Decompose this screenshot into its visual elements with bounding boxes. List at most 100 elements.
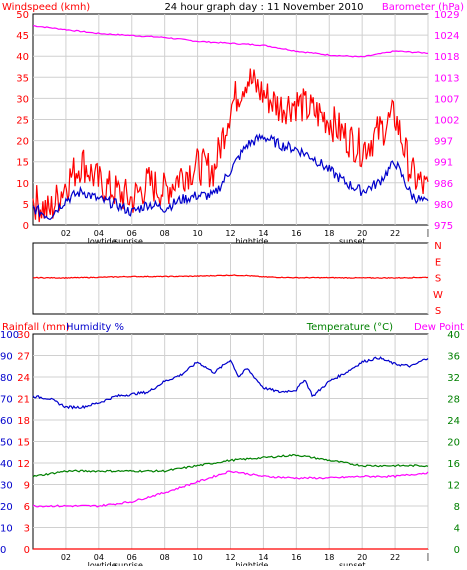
climate-chart-tick-label: 10: [192, 553, 202, 562]
temperature-tick-label: 24: [447, 416, 460, 427]
wind-chart-event-hightide: hightide: [235, 237, 268, 246]
barometer-tick-label: 1029: [434, 10, 459, 21]
barometer-tick-label: 1013: [434, 73, 459, 84]
climate-chart-tick-label: 02: [61, 553, 71, 562]
barometer-tick-label: 980: [434, 200, 453, 211]
windspeed-tick-label: 15: [16, 158, 29, 169]
wind-chart-end-tick: |: [427, 228, 430, 237]
temperature-line: [32, 453, 429, 478]
climate-chart-tick-label: 22: [390, 553, 400, 562]
humidity-tick-label: 10: [0, 524, 13, 535]
climate-chart-event-sunset: sunset: [339, 561, 366, 566]
direction-tick-label: E: [435, 257, 441, 268]
temperature-tick-label: 8: [454, 502, 460, 513]
rainfall-tick-label: 24: [17, 373, 30, 384]
humidity-line: [32, 356, 429, 410]
wind-chart-tick-label: 04: [94, 229, 104, 238]
humidity-tick-label: 100: [0, 330, 19, 341]
climate-chart-end-tick: |: [427, 552, 430, 561]
windspeed-tick-label: 0: [23, 221, 29, 232]
temperature-tick-label: 28: [447, 395, 460, 406]
windspeed-tick-label: 5: [23, 200, 29, 211]
barometer-axis-label: Barometer (hPa): [382, 2, 464, 13]
wind-chart-tick-label: 10: [192, 229, 202, 238]
dewpoint-line: [32, 470, 429, 508]
rainfall-tick-label: 0: [24, 545, 30, 556]
temperature-tick-label: 36: [447, 352, 460, 363]
climate-chart-tick-label: 18: [324, 553, 334, 562]
windspeed-axis-label: Windspeed (kmh): [2, 2, 90, 13]
temperature-tick-label: 16: [447, 459, 460, 470]
wind-chart-event-lowtide: lowtide: [88, 237, 117, 246]
rainfall-tick-label: 6: [24, 502, 30, 513]
climate-chart-tick-label: 20: [357, 553, 367, 562]
windspeed-line: [32, 133, 429, 221]
rainfall-tick-label: 27: [17, 352, 30, 363]
wind-chart-tick-label: 22: [390, 229, 400, 238]
climate-chart-event-lowtide: lowtide: [88, 561, 117, 566]
humidity-axis-label: Humidity %: [66, 322, 124, 333]
windspeed-tick-label: 10: [16, 179, 29, 190]
windspeed-tick-label: 25: [16, 116, 29, 127]
wind-chart-event-sunset: sunset: [339, 237, 366, 246]
humidity-tick-label: 40: [0, 459, 13, 470]
rainfall-axis-label: Rainfall (mm): [2, 322, 70, 333]
windspeed-tick-label: 35: [16, 73, 29, 84]
gust-line: [32, 68, 429, 223]
windspeed-tick-label: 45: [16, 31, 29, 42]
barometer-tick-label: 1007: [434, 94, 459, 105]
windspeed-tick-label: 20: [16, 137, 29, 148]
climate-chart-tick-label: 06: [127, 553, 137, 562]
barometer-tick-label: 997: [434, 137, 453, 148]
wind-chart-tick-label: 08: [160, 229, 170, 238]
humidity-tick-label: 0: [0, 545, 6, 556]
wind-chart-tick-label: 18: [324, 229, 334, 238]
humidity-tick-label: 90: [0, 352, 13, 363]
dewpoint-axis-label: Dew Point: [414, 322, 464, 333]
windspeed-tick-label: 40: [16, 52, 29, 63]
rainfall-tick-label: 12: [17, 459, 30, 470]
humidity-tick-label: 80: [0, 373, 13, 384]
climate-chart-tick-label: 04: [94, 553, 104, 562]
graph-title: 24 hour graph day : 11 November 2010: [164, 2, 363, 13]
wind-chart-tick-label: 12: [225, 229, 235, 238]
rainfall-tick-label: 18: [17, 416, 30, 427]
rainfall-tick-label: 21: [17, 395, 30, 406]
rainfall-tick-label: 30: [17, 330, 30, 341]
temperature-tick-label: 0: [454, 545, 460, 556]
temperature-tick-label: 4: [454, 524, 460, 535]
climate-chart-tick-label: 08: [160, 553, 170, 562]
direction-tick-label: W: [433, 290, 443, 301]
barometer-tick-label: 975: [434, 221, 453, 232]
temperature-tick-label: 32: [447, 373, 460, 384]
wind-chart-tick-label: 06: [127, 229, 137, 238]
temperature-tick-label: 20: [447, 438, 460, 449]
humidity-tick-label: 20: [0, 502, 13, 513]
barometer-tick-label: 991: [434, 158, 453, 169]
barometer-tick-label: 986: [434, 179, 453, 190]
rainfall-tick-label: 9: [24, 481, 30, 492]
wind-chart-tick-label: 02: [61, 229, 71, 238]
windspeed-tick-label: 30: [16, 94, 29, 105]
climate-chart-event-sunrise: sunrise: [114, 561, 143, 566]
humidity-tick-label: 70: [0, 395, 13, 406]
direction-line: [32, 274, 429, 279]
humidity-tick-label: 30: [0, 481, 13, 492]
wind-chart-tick-label: 20: [357, 229, 367, 238]
barometer-tick-label: 1024: [434, 31, 459, 42]
wind-chart-tick-label: 14: [258, 229, 268, 238]
windspeed-tick-label: 50: [16, 10, 29, 21]
humidity-tick-label: 60: [0, 416, 13, 427]
climate-chart-tick-label: 14: [258, 553, 268, 562]
climate-chart-tick-label: 16: [291, 553, 301, 562]
direction-tick-label: N: [434, 241, 441, 252]
temperature-axis-label: Temperature (°C): [306, 322, 393, 333]
direction-tick-label: S: [435, 306, 441, 317]
barometer-line: [32, 25, 429, 58]
climate-chart-event-hightide: hightide: [235, 561, 268, 566]
direction-tick-label: S: [435, 274, 441, 285]
humidity-tick-label: 50: [0, 438, 13, 449]
barometer-tick-label: 1002: [434, 116, 459, 127]
